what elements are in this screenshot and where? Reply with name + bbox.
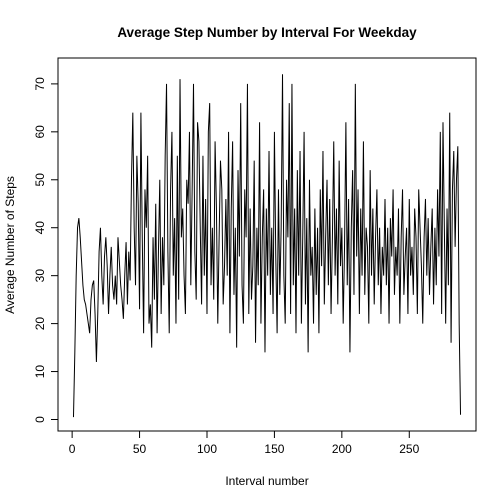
x-tick-label: 250	[399, 442, 419, 456]
y-tick-label: 10	[33, 365, 47, 379]
x-tick-label: 50	[133, 442, 147, 456]
y-tick-label: 0	[33, 416, 47, 423]
y-tick-label: 70	[33, 77, 47, 91]
y-tick-label: 40	[33, 221, 47, 235]
y-tick-label: 50	[33, 173, 47, 187]
data-line	[72, 74, 462, 418]
y-axis-label: Average Number of Steps	[3, 176, 17, 314]
chart-title: Average Step Number by Interval For Week…	[117, 25, 417, 40]
y-tick-label: 30	[33, 269, 47, 283]
x-tick-label: 100	[197, 442, 217, 456]
x-tick-label: 200	[332, 442, 352, 456]
x-axis-label: Interval number	[225, 474, 308, 488]
x-tick-label: 0	[69, 442, 76, 456]
y-tick-label: 60	[33, 125, 47, 139]
x-tick-label: 150	[264, 442, 284, 456]
y-tick-label: 20	[33, 317, 47, 331]
